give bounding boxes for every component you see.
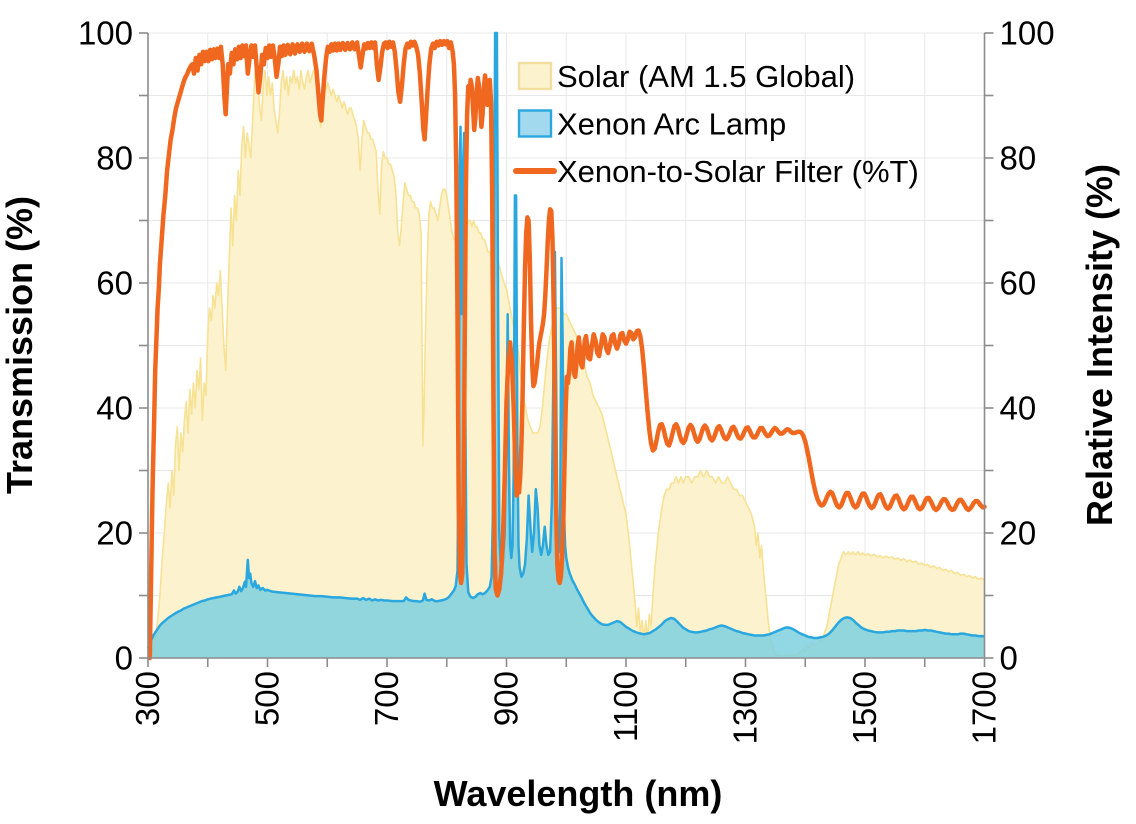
right-tick-label: 60 — [1000, 265, 1037, 302]
legend-label-xenon-to-solar-filter-t: Xenon-to-Solar Filter (%T) — [557, 154, 919, 189]
left-tick-label: 20 — [96, 515, 133, 552]
legend-swatch-xenon-arc-lamp — [517, 109, 553, 138]
x-tick-label: 1300 — [727, 671, 764, 744]
series-solar-am-1-5-global-area — [149, 58, 985, 658]
x-tick-label: 1500 — [846, 671, 883, 744]
series-layer — [146, 31, 987, 661]
x-tick-label: 900 — [488, 671, 525, 726]
right-tick-label: 100 — [1000, 15, 1055, 52]
left-tick-label: 40 — [96, 390, 133, 427]
series-xenon-arc-lamp-edge — [146, 31, 985, 650]
left-tick-label: 60 — [96, 265, 133, 302]
x-tick-label: 500 — [249, 671, 286, 726]
left-axis-title: Transmission (%) — [0, 196, 40, 494]
left-tick-label: 80 — [96, 140, 133, 177]
legend-label-xenon-arc-lamp: Xenon Arc Lamp — [557, 107, 786, 142]
legend-label-solar-am-1-5-global: Solar (AM 1.5 Global) — [557, 59, 855, 94]
legend-swatch-solar-am-1-5-global — [517, 61, 553, 91]
x-axis-title: Wavelength (nm) — [434, 773, 723, 814]
series-xenon-to-solar-filter-t-line — [147, 38, 987, 661]
right-tick-label: 20 — [1000, 515, 1037, 552]
right-tick-label: 40 — [1000, 390, 1037, 427]
x-tick-label: 300 — [129, 671, 166, 726]
left-tick-label: 0 — [115, 640, 133, 677]
axes-layer: 0 0 20 20 40 40 60 60 80 80 100 100 300 500 700 900 1100… — [78, 15, 1055, 745]
legend: Solar (AM 1.5 Global) Xenon Arc Lamp Xenon… — [513, 59, 919, 189]
x-tick-label: 1100 — [607, 671, 644, 742]
left-tick-label: 100 — [78, 15, 133, 52]
right-axis-title: Relative Intensity (%) — [1079, 164, 1120, 526]
right-tick-label: 0 — [1000, 640, 1018, 677]
right-tick-label: 80 — [1000, 140, 1037, 177]
x-tick-label: 700 — [368, 671, 405, 726]
x-tick-label: 1700 — [966, 671, 1003, 744]
